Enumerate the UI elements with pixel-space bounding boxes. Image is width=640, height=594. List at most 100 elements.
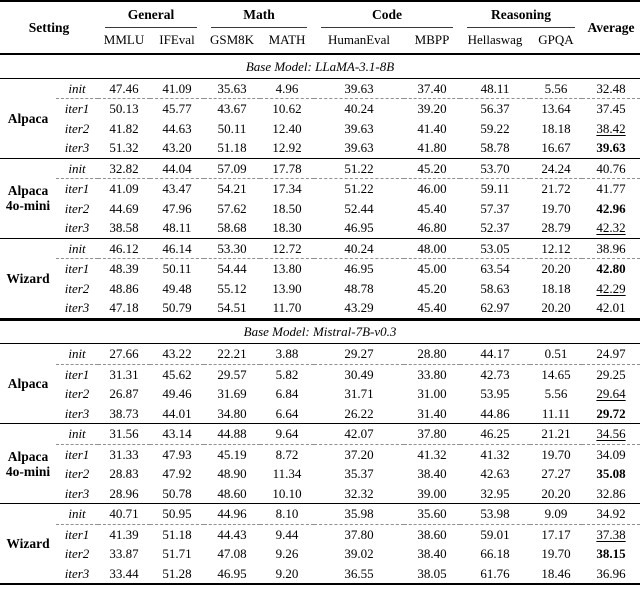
- metric-value: 19.70: [530, 443, 583, 464]
- metric-value: 27.66: [98, 343, 150, 364]
- metric-value: 53.30: [204, 237, 260, 259]
- col-group-reasoning: Reasoning: [460, 1, 582, 28]
- metric-value: 58.68: [217, 220, 247, 235]
- metric-value: 44.63: [162, 120, 192, 136]
- table-row: iter3 38.73 44.01 34.80 6.64 26.22 31.40 44.86 1…: [0, 404, 640, 424]
- metric-value: 50.11: [217, 120, 247, 136]
- metric-value: 28.83: [109, 466, 139, 481]
- table-row: Alpaca 4o-mini init 31.56 43.14 44.88 9.64 42.…: [0, 423, 640, 504]
- metric-value: 13.90: [272, 280, 302, 296]
- table-row: Alpaca init 47.46 41.09 35.63 4.96 39.63 37.40 4…: [0, 77, 640, 158]
- table-row: iter1 41.09 43.47 54.21 17.34 51.22 46.00 59.11…: [0, 178, 640, 199]
- average-value: 32.48: [582, 77, 640, 99]
- metric-value: 48.00: [404, 237, 460, 259]
- metric-value: 48.60: [217, 485, 247, 501]
- metric-value: 44.43: [204, 523, 260, 544]
- section-title: Base Model: LLaMA-3.1-8B: [0, 54, 640, 79]
- table-row: iter1 31.31 45.62 29.57 5.82 30.49 33.80 42.73 1…: [0, 363, 640, 384]
- metric-value: 46.25: [460, 423, 530, 444]
- header-sub-row: MMLU IFEval GSM8K MATH HumanEval MBPP He…: [0, 28, 640, 55]
- col-header-setting: Setting: [0, 1, 98, 55]
- metric-value: 18.50: [272, 200, 302, 216]
- metric-value: 47.18: [109, 300, 139, 315]
- metric-value: 14.65: [530, 363, 583, 384]
- metric-value: 48.78: [344, 280, 374, 296]
- metric-value: 44.69: [109, 200, 139, 216]
- metric-value: 34.80: [217, 405, 247, 421]
- metric-value: 11.34: [272, 466, 302, 481]
- metric-value: 41.32: [460, 443, 530, 464]
- metric-value: 45.40: [417, 300, 447, 315]
- average-value: 37.45: [582, 98, 640, 119]
- metric-value: 13.80: [260, 258, 314, 279]
- metric-value: 16.67: [541, 140, 571, 155]
- table-row: iter1 31.33 47.93 45.19 8.72 37.20 41.32 41.32 1…: [0, 443, 640, 464]
- metric-value: 53.95: [480, 386, 510, 401]
- metric-value: 38.58: [109, 220, 139, 235]
- metric-value: 45.77: [150, 98, 204, 119]
- metric-value: 12.92: [272, 140, 302, 155]
- metric-value: 37.80: [314, 523, 404, 544]
- average-value: 34.09: [582, 443, 640, 464]
- metric-value: 35.98: [314, 503, 404, 524]
- metric-value: 21.72: [530, 178, 583, 199]
- metric-value: 28.96: [109, 485, 139, 501]
- col-header-ifeval: IFEval: [150, 28, 204, 55]
- metric-value: 5.82: [260, 363, 314, 384]
- metric-value: 31.00: [417, 386, 447, 401]
- metric-value: 48.39: [98, 258, 150, 279]
- average-value: 35.08: [596, 466, 626, 481]
- col-group-general: General: [98, 1, 204, 28]
- metric-value: 46.00: [404, 178, 460, 199]
- metric-value: 39.63: [314, 77, 404, 99]
- average-value: 36.96: [596, 565, 626, 581]
- iter-label: iter1: [56, 443, 98, 464]
- metric-value: 38.40: [417, 466, 447, 481]
- col-header-average: Average: [582, 1, 640, 55]
- metric-value: 41.40: [417, 120, 447, 136]
- metric-value: 47.46: [98, 77, 150, 99]
- section-title: Base Model: Mistral-7B-v0.3: [0, 317, 640, 344]
- iter-label: iter1: [56, 98, 98, 119]
- col-header-gpqa: GPQA: [530, 28, 583, 55]
- table-row: Wizard init 46.12 46.14 53.30 12.72 40.24 48.00…: [0, 237, 640, 319]
- metric-value: 43.22: [150, 343, 204, 364]
- metric-value: 33.80: [404, 363, 460, 384]
- iter-label: iter3: [64, 300, 90, 315]
- metric-value: 13.64: [530, 98, 583, 119]
- metric-value: 41.09: [98, 178, 150, 199]
- metric-value: 48.90: [217, 466, 247, 481]
- metric-value: 36.55: [344, 565, 374, 581]
- metric-value: 33.87: [109, 546, 139, 561]
- iter-label: iter3: [64, 405, 90, 421]
- metric-value: 33.44: [109, 565, 139, 581]
- metric-value: 41.09: [150, 77, 204, 99]
- metric-value: 54.44: [204, 258, 260, 279]
- iter-label: iter2: [64, 120, 90, 136]
- iter-label: iter1: [56, 178, 98, 199]
- iter-label: iter1: [56, 258, 98, 279]
- metric-value: 9.09: [530, 503, 583, 524]
- metric-value: 8.10: [260, 503, 314, 524]
- metric-value: 42.07: [314, 423, 404, 444]
- metric-value: 45.62: [150, 363, 204, 384]
- metric-value: 31.31: [98, 363, 150, 384]
- metric-value: 3.88: [260, 343, 314, 364]
- metric-value: 37.20: [314, 443, 404, 464]
- metric-value: 39.02: [344, 546, 374, 561]
- iter-label: init: [56, 157, 98, 179]
- metric-value: 29.57: [204, 363, 260, 384]
- metric-value: 61.76: [480, 565, 510, 581]
- metric-value: 51.18: [217, 140, 247, 155]
- metric-value: 31.71: [344, 386, 374, 401]
- metric-value: 47.96: [162, 200, 192, 216]
- col-header-math: MATH: [260, 28, 314, 55]
- metric-value: 39.00: [417, 485, 447, 501]
- metric-value: 10.10: [272, 485, 302, 501]
- col-group-reasoning-label: Reasoning: [467, 7, 576, 28]
- average-value: 38.42: [596, 120, 626, 136]
- metric-value: 37.80: [404, 423, 460, 444]
- metric-value: 53.70: [460, 157, 530, 179]
- metric-value: 28.80: [404, 343, 460, 364]
